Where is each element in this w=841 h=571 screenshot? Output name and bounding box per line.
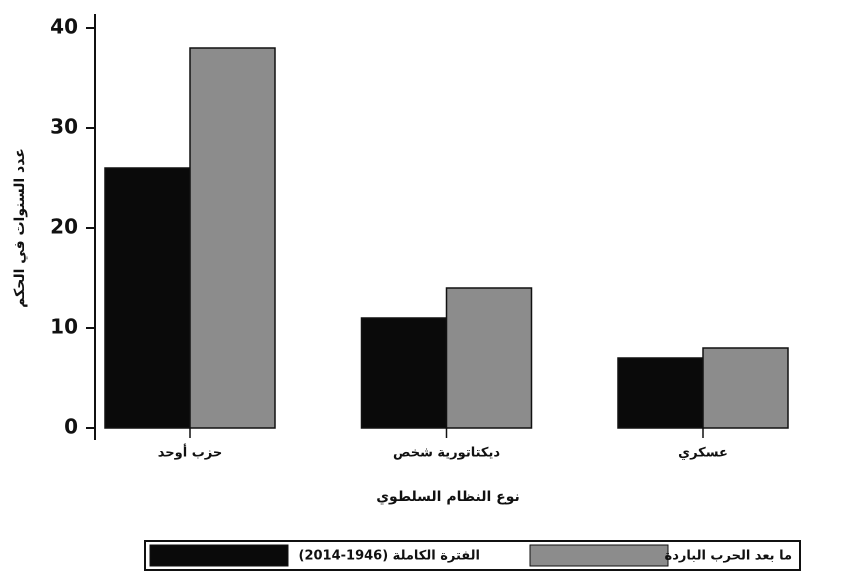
- x-tick-label: عسكري: [678, 446, 728, 461]
- legend-label: الفترة الكاملة (1946-2014): [298, 549, 480, 564]
- x-tick-label: حزب أوحد: [158, 444, 222, 461]
- y-tick-label: 20: [50, 215, 78, 239]
- legend-swatch: [149, 544, 289, 567]
- y-tick-label: 40: [50, 15, 78, 39]
- y-tick-label: 10: [50, 315, 78, 339]
- legend-box: [144, 540, 801, 571]
- x-axis-label: نوع النظام السلطوي: [376, 489, 520, 506]
- bar: [617, 357, 704, 429]
- x-tick-label: ديكتاتورية شخص: [393, 446, 500, 461]
- bar: [445, 287, 533, 429]
- bar: [702, 347, 789, 429]
- bar: [360, 317, 448, 429]
- y-tick-label: 30: [50, 115, 78, 139]
- y-tick-label: 0: [64, 415, 78, 439]
- bar: [104, 167, 191, 429]
- y-axis-label: عدد السنوات في الحكم: [12, 148, 28, 308]
- bar: [189, 47, 276, 429]
- legend-label: ما بعد الحرب الباردة: [665, 549, 792, 564]
- legend-swatch: [529, 544, 669, 567]
